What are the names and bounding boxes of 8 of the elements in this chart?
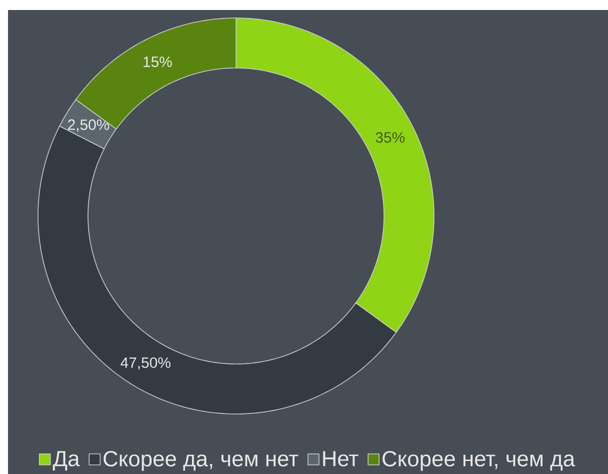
- legend-label: Скорее да, чем нет: [104, 450, 298, 471]
- data-label: 47,50%: [120, 357, 170, 370]
- legend-label: Скорее нет, чем да: [382, 450, 576, 471]
- data-label: 15%: [144, 56, 172, 68]
- legend-label: Нет: [323, 451, 358, 466]
- legend-label: Да: [52, 451, 80, 471]
- data-label: 2,50%: [68, 119, 110, 132]
- data-label: 35%: [376, 132, 405, 143]
